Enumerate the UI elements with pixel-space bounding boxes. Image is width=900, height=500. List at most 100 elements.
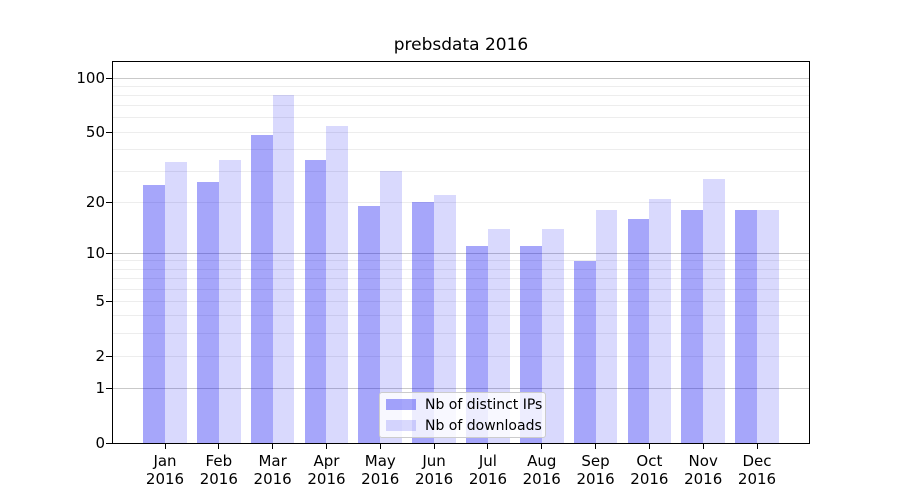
- minor-gridline: [113, 268, 809, 270]
- year-label: 2016: [145, 470, 185, 488]
- x-tick-mark: [541, 443, 543, 449]
- month-label: Aug: [527, 452, 557, 470]
- x-tick-mark: [648, 443, 650, 449]
- minor-gridline: [113, 105, 809, 107]
- x-tick-mark: [433, 443, 435, 449]
- legend-color-patch: [386, 399, 416, 410]
- bar-distinct-ips: [358, 206, 381, 443]
- x-tick-label: Jul 2016: [453, 452, 523, 488]
- year-label: 2016: [522, 470, 561, 488]
- major-gridline: [113, 387, 809, 389]
- x-tick-mark: [756, 443, 758, 449]
- legend-entry-label: Nb of distinct IPs: [425, 396, 543, 413]
- minor-gridline: [113, 355, 809, 357]
- bar-distinct-ips: [250, 135, 273, 443]
- year-label: 2016: [307, 470, 346, 488]
- bar-distinct-ips: [197, 182, 219, 443]
- x-tick-mark: [379, 443, 381, 449]
- bar-downloads: [595, 210, 618, 443]
- x-tick-mark: [164, 443, 166, 449]
- y-tick-mark: [106, 300, 113, 302]
- year-label: 2016: [737, 470, 777, 488]
- x-tick-mark: [325, 443, 327, 449]
- x-tick-label: Jun 2016: [399, 452, 469, 488]
- bar-distinct-ips: [143, 185, 165, 443]
- y-tick-mark: [106, 387, 113, 389]
- bar-distinct-ips: [412, 202, 435, 443]
- minor-gridline: [113, 94, 809, 96]
- x-tick-label: Mar 2016: [238, 452, 308, 488]
- major-gridline: [113, 252, 809, 254]
- legend-entry: Nb of downloads: [380, 416, 545, 435]
- y-tick-label: 100: [76, 68, 105, 87]
- major-gridline: [113, 77, 809, 79]
- month-label: Sep: [581, 452, 610, 470]
- y-tick-mark: [106, 131, 113, 133]
- y-tick-mark: [106, 355, 113, 357]
- bar-downloads: [165, 161, 187, 443]
- x-tick-label: May 2016: [345, 452, 415, 488]
- y-tick-label: 20: [85, 192, 105, 211]
- x-tick-label: Aug 2016: [507, 452, 577, 488]
- bar-downloads: [703, 179, 725, 443]
- x-tick-mark: [218, 443, 220, 449]
- month-label: Jun: [422, 452, 446, 470]
- x-tick-label: Sep 2016: [561, 452, 631, 488]
- bar-downloads: [649, 198, 672, 443]
- y-tick-mark: [106, 252, 113, 254]
- y-tick-mark: [106, 77, 113, 79]
- bar-downloads: [326, 126, 349, 443]
- bar-downloads: [380, 171, 403, 443]
- year-label: 2016: [415, 470, 454, 488]
- minor-gridline: [113, 288, 809, 290]
- plot-area: [112, 61, 810, 444]
- y-tick-label: 0: [95, 433, 105, 452]
- x-tick-label: Nov 2016: [668, 452, 738, 488]
- month-label: Oct: [636, 452, 663, 470]
- bar-distinct-ips: [681, 210, 704, 443]
- year-label: 2016: [468, 470, 507, 488]
- year-label: 2016: [199, 470, 238, 488]
- y-tick-label: 5: [95, 291, 105, 310]
- y-tick-label: 2: [95, 346, 105, 365]
- minor-gridline: [113, 170, 809, 172]
- minor-gridline: [113, 315, 809, 317]
- bar-downloads: [541, 228, 564, 443]
- month-label: Jul: [478, 452, 497, 470]
- month-label: May: [364, 452, 396, 470]
- x-tick-label: Oct 2016: [614, 452, 684, 488]
- month-label: Jan: [153, 452, 177, 470]
- x-tick-label: Dec 2016: [722, 452, 792, 488]
- bar-distinct-ips: [304, 159, 327, 443]
- minor-gridline: [113, 201, 809, 203]
- minor-gridline: [113, 332, 809, 334]
- legend-entry: Nb of distinct IPs: [380, 395, 545, 414]
- month-label: Mar: [258, 452, 287, 470]
- year-label: 2016: [684, 470, 723, 488]
- y-tick-mark: [106, 201, 113, 203]
- month-label: Apr: [313, 452, 340, 470]
- minor-gridline: [113, 117, 809, 119]
- bar-downloads: [218, 159, 241, 443]
- minor-gridline: [113, 260, 809, 262]
- bar-distinct-ips: [735, 210, 758, 443]
- year-label: 2016: [630, 470, 669, 488]
- legend-entry-label: Nb of downloads: [425, 417, 542, 434]
- x-tick-mark: [487, 443, 489, 449]
- y-tick-label: 50: [85, 122, 105, 141]
- bar-distinct-ips: [573, 260, 596, 443]
- legend: Nb of distinct IPs Nb of downloads: [379, 392, 546, 438]
- y-tick-mark: [106, 442, 113, 444]
- minor-gridline: [113, 278, 809, 280]
- minor-gridline: [113, 148, 809, 150]
- x-tick-label: Feb 2016: [184, 452, 254, 488]
- y-tick-label: 1: [95, 378, 105, 397]
- bar-distinct-ips: [627, 218, 650, 443]
- chart-title: prebsdata 2016: [393, 35, 529, 55]
- month-label: Dec: [742, 452, 772, 470]
- bar-downloads: [487, 228, 510, 443]
- minor-gridline: [113, 300, 809, 302]
- year-label: 2016: [361, 470, 400, 488]
- x-tick-label: Jan 2016: [130, 452, 200, 488]
